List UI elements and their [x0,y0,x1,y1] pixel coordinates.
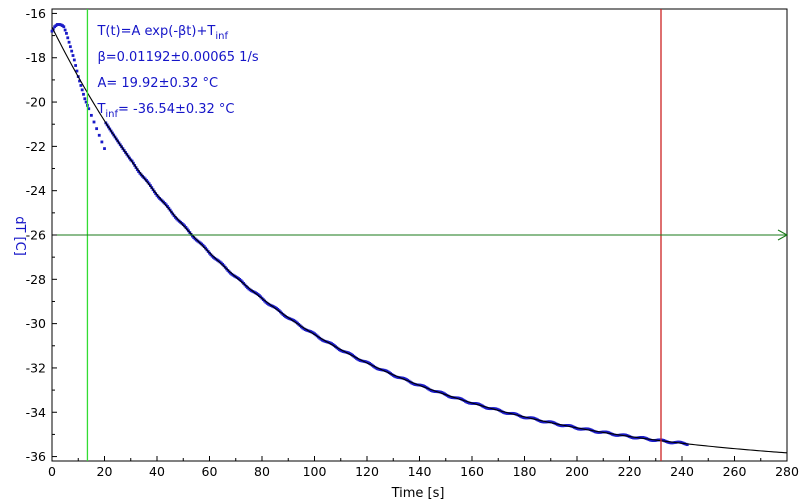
x-axis-title: Time [s] [391,486,445,501]
data-point [75,69,79,73]
data-point [50,29,54,33]
x-tick-label: 20 [97,464,113,479]
y-tick-label: -18 [26,50,46,65]
data-point [62,25,66,29]
data-point [221,262,225,266]
data-point [164,203,168,207]
y-tick-label: -20 [26,95,46,110]
data-point [173,215,177,219]
data-point [89,113,93,117]
y-tick-label: -26 [26,228,46,243]
data-point [685,443,689,447]
y-tick-label: -36 [26,449,46,464]
annotation-amp: A= 19.92±0.32 °C [97,76,218,91]
data-point [70,49,74,53]
data-point [83,97,87,101]
data-point [100,140,104,144]
x-tick-label: 100 [303,464,327,479]
x-tick-label: 0 [48,464,56,479]
x-tick-label: 80 [254,464,270,479]
y-tick-label: -32 [26,360,46,375]
marker-layer [52,9,789,461]
x-tick-label: 180 [513,464,537,479]
x-tick-label: 140 [408,464,432,479]
y-tick-label: -28 [26,272,46,287]
data-point [71,54,75,57]
y-tick-label: -16 [26,6,46,21]
x-tick-label: 160 [460,464,484,479]
data-point [184,225,188,229]
data-point [202,245,206,249]
y-tick-label: -24 [26,183,46,198]
x-tick-label: 40 [149,464,165,479]
data-point [79,84,83,87]
y-tick-label: -34 [26,405,46,420]
data-point [63,28,67,32]
fit-layer [51,26,788,454]
data-point [155,194,159,197]
data-point [183,224,186,228]
x-tick-label: 240 [670,464,694,479]
x-tick-label: 260 [723,464,747,479]
data-point [92,120,96,124]
tick-layer: 0 20 40 60 80 100 120 140 160 180 200 220 240 260 280 -… [26,6,799,479]
x-tick-label: 200 [565,464,589,479]
data-point [97,133,101,137]
annotation-layer: T(t)=A exp(-βt)+Tinf β=0.01192±0.00065 1/… [96,24,258,120]
data-point [72,58,76,62]
data-point [87,107,91,111]
data-point [67,40,71,44]
y-axis-title: dT [C] [12,216,27,256]
y-tick-label: -22 [26,139,46,154]
x-tick-label: 60 [202,464,218,479]
fit-curve [51,26,788,454]
annotation-beta: β=0.01192±0.00065 1/s [97,50,258,65]
y-tick-label: -30 [26,316,46,331]
x-tick-label: 120 [355,464,379,479]
level-arrow-icon [777,229,789,241]
data-point [84,100,88,104]
data-point [65,31,68,35]
data-point [95,127,99,131]
x-tick-label: 220 [618,464,642,479]
x-tick-label: 280 [775,464,799,479]
data-point [82,92,85,96]
annotation-tinf: Tinf= -36.54±0.32 °C [96,102,234,120]
data-point [66,36,70,40]
data-point [78,79,81,83]
annotation-model: T(t)=A exp(-βt)+Tinf [96,24,228,42]
data-point [68,45,72,49]
data-point [103,147,106,150]
data-point [80,88,84,92]
data-point [74,64,78,67]
